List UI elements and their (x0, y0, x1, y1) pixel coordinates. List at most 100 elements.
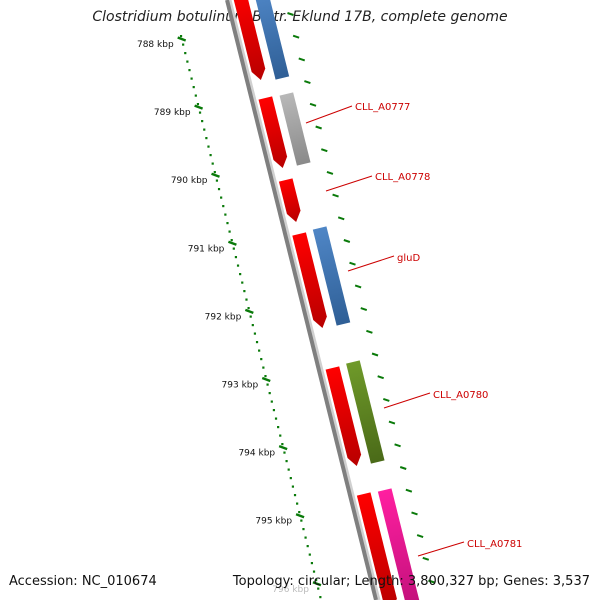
ruler-dot (217, 188, 221, 191)
gene-label[interactable]: gluD (397, 253, 420, 264)
ruler-dot (302, 528, 305, 531)
ruler-dot (306, 545, 309, 548)
outer-ruler-tick (332, 193, 339, 198)
ruler-dot (211, 162, 214, 165)
outer-ruler-tick (416, 534, 424, 539)
outer-ruler-tick (399, 466, 407, 470)
outer-ruler-tick (298, 57, 306, 62)
cds-arrow[interactable] (278, 178, 303, 223)
outer-ruler-tick (371, 352, 379, 357)
ruler-dot (190, 77, 193, 80)
kbp-tick-label: 795 kbp (255, 517, 292, 527)
gene-label-leader (417, 541, 465, 557)
ruler-dot (270, 400, 273, 403)
ruler-dot (213, 171, 216, 174)
outer-ruler-tick (405, 488, 413, 493)
kbp-tick (177, 36, 187, 42)
gene-bar[interactable] (279, 92, 311, 166)
outer-ruler-tick (315, 125, 322, 130)
outer-ruler-tick (354, 284, 362, 289)
ruler-dot (203, 128, 206, 131)
kbp-tick (227, 240, 237, 246)
ruler-dot (281, 443, 284, 446)
ruler-dot (215, 179, 219, 182)
ruler-dot (251, 324, 254, 327)
ruler-dot (182, 43, 185, 46)
gene-label[interactable]: CLL_A0781 (467, 539, 522, 550)
ruler-dot (220, 196, 223, 199)
cds-arrow[interactable] (325, 366, 364, 467)
ruler-dot (236, 264, 240, 267)
genome-backbone (225, 0, 378, 600)
outer-ruler-tick (304, 80, 311, 85)
topology-label: Topology: circular; Length: 3,800,327 bp… (232, 574, 590, 589)
kbp-tick-label: 793 kbp (222, 381, 259, 391)
ruler-dot (205, 137, 208, 140)
ruler-dot (198, 111, 202, 114)
outer-ruler-tick (422, 556, 430, 561)
ruler-dot (300, 519, 303, 522)
ruler-dot (289, 477, 292, 480)
outer-ruler-tick (343, 239, 351, 243)
ruler-dot (298, 511, 301, 514)
ruler-dot (192, 86, 195, 89)
ruler-dot (274, 417, 278, 420)
gene-bar[interactable] (377, 488, 422, 600)
ruler-dot (258, 349, 261, 352)
ruler-dot (260, 358, 263, 361)
ruler-dot (179, 35, 183, 38)
kbp-tick-label: 796 kbp (272, 585, 309, 595)
gene-label[interactable]: CLL_A0780 (433, 390, 488, 401)
gene-label[interactable]: CLL_A0778 (375, 172, 430, 183)
ruler-dot (224, 213, 227, 216)
gene-bar[interactable] (253, 0, 290, 80)
ruler-dot (194, 94, 197, 97)
ruler-dot (249, 315, 252, 318)
cds-arrow[interactable] (231, 0, 268, 82)
page-title: Clostridium botulinum B str. Eklund 17B,… (92, 9, 508, 25)
outer-ruler-tick (388, 420, 396, 425)
ruler-dot (319, 596, 322, 599)
ruler-dot (293, 494, 297, 497)
ruler-dot (247, 307, 250, 310)
gene-label-leader (305, 105, 353, 124)
gene-label[interactable]: CLL_A0777 (355, 102, 410, 113)
ruler-dot (304, 536, 307, 539)
cds-arrow[interactable] (292, 232, 329, 329)
outer-ruler-tick (309, 102, 317, 107)
ruler-dot (308, 553, 311, 556)
gene-label-leader (347, 255, 395, 272)
ruler-dot (312, 570, 316, 573)
kbp-tick-label: 788 kbp (137, 40, 174, 50)
gene-bar[interactable] (312, 226, 351, 326)
ruler-dot (285, 460, 288, 463)
ruler-dot (315, 579, 318, 582)
cds-arrow[interactable] (356, 492, 399, 600)
ruler-dot (317, 587, 320, 590)
ruler-dot (262, 366, 265, 369)
ruler-dot (230, 239, 233, 242)
outer-ruler-tick (287, 12, 294, 16)
ruler-dot (253, 332, 257, 335)
ruler-dot (241, 281, 244, 284)
ruler-dot (268, 392, 271, 395)
ruler-dot (310, 562, 314, 565)
ruler-dot (245, 298, 248, 301)
gene-bar[interactable] (346, 360, 385, 464)
kbp-tick-label: 792 kbp (205, 312, 242, 322)
kbp-tick-label: 790 kbp (171, 176, 208, 186)
ruler-dot (296, 502, 299, 505)
outer-ruler-tick (326, 170, 334, 175)
outer-ruler-tick (411, 511, 418, 516)
kbp-tick (194, 104, 204, 110)
ruler-dot (283, 451, 286, 454)
outer-ruler-tick (360, 307, 368, 312)
outer-ruler-tick (320, 148, 328, 153)
backbone-shadow (228, 0, 381, 600)
ruler-dot (279, 434, 282, 437)
ruler-dot (264, 375, 267, 378)
ruler-dot (196, 103, 200, 106)
ruler-dot (209, 154, 212, 157)
cds-arrow[interactable] (258, 96, 290, 169)
